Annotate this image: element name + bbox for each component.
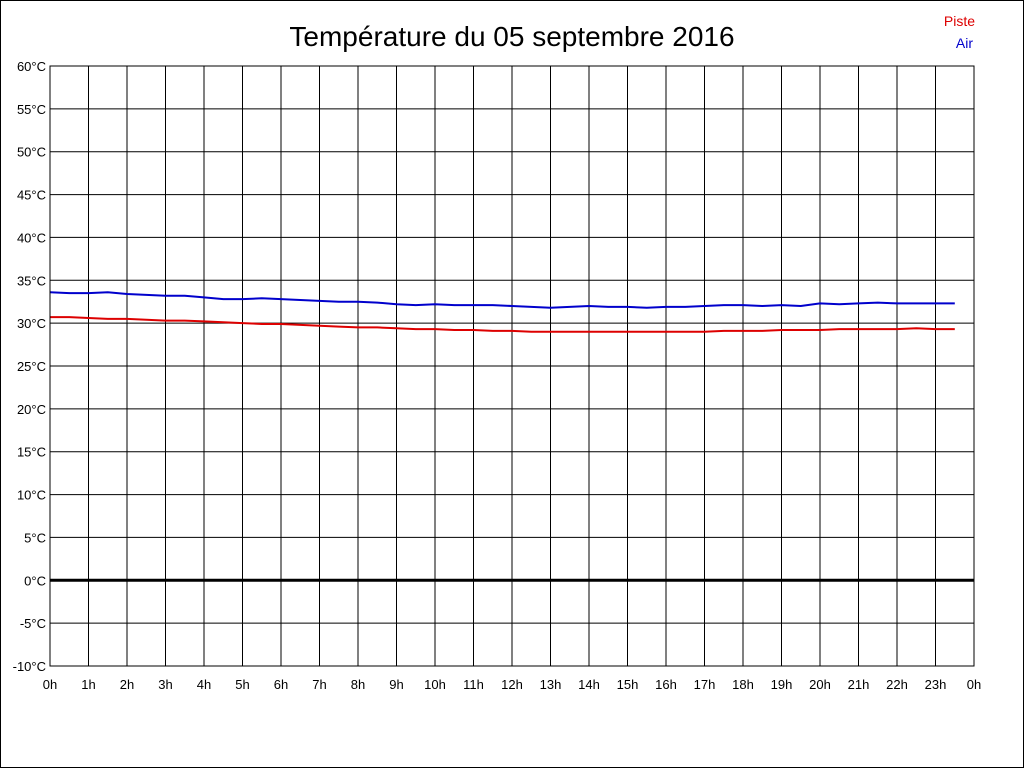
y-axis-ticks: 60°C 55°C 50°C 45°C 40°C 35°C 30°C 25°C 20°C 15°C… [13,59,46,674]
x-tick-label: 20h [809,677,831,692]
series-line-piste [50,316,955,333]
x-tick-label: 19h [771,677,793,692]
x-tick-label: 6h [274,677,288,692]
x-tick-label: 0h [967,677,981,692]
plot-border [49,65,975,667]
x-tick-label: 18h [732,677,754,692]
x-tick-label: 9h [389,677,403,692]
y-tick-label: 50°C [17,145,46,160]
y-tick-label: -5°C [20,616,46,631]
x-tick-label: 15h [617,677,639,692]
x-tick-label: 23h [925,677,947,692]
x-tick-label: 16h [655,677,677,692]
y-tick-label: 20°C [17,402,46,417]
x-tick-label: 11h [463,677,484,692]
x-tick-label: 17h [694,677,716,692]
x-tick-label: 2h [120,677,134,692]
x-tick-label: 4h [197,677,211,692]
x-tick-label: 8h [351,677,365,692]
x-tick-label: 3h [158,677,172,692]
grid [49,65,975,667]
legend-air: Air [956,35,973,51]
chart-title: Température du 05 septembre 2016 [289,21,734,52]
x-tick-label: 10h [424,677,446,692]
y-tick-label: 45°C [17,188,46,203]
y-tick-label: 55°C [17,102,46,117]
y-tick-label: 35°C [17,273,46,288]
series-group [49,291,955,333]
x-tick-label: 5h [235,677,249,692]
x-axis-ticks: 0h 1h 2h 3h 4h 5h 6h 7h 8h 9h 10h 11h 12h 13h 14h 15h 16… [43,677,981,692]
y-tick-label: 5°C [24,530,46,545]
y-tick-label: 25°C [17,359,46,374]
x-tick-label: 0h [43,677,57,692]
y-tick-label: -10°C [13,659,46,674]
x-tick-label: 1h [81,677,95,692]
y-tick-label: 0°C [24,573,46,588]
x-tick-label: 7h [312,677,326,692]
y-tick-label: 60°C [17,59,46,74]
legend-piste: Piste [944,13,975,29]
y-tick-label: 40°C [17,230,46,245]
series-line-air [49,291,955,309]
y-tick-label: 15°C [17,445,46,460]
x-tick-label: 14h [578,677,600,692]
x-tick-label: 12h [501,677,523,692]
x-tick-label: 22h [886,677,908,692]
y-tick-label: 10°C [17,488,46,503]
y-tick-label: 30°C [17,316,46,331]
x-tick-label: 21h [848,677,870,692]
x-tick-label: 13h [540,677,562,692]
